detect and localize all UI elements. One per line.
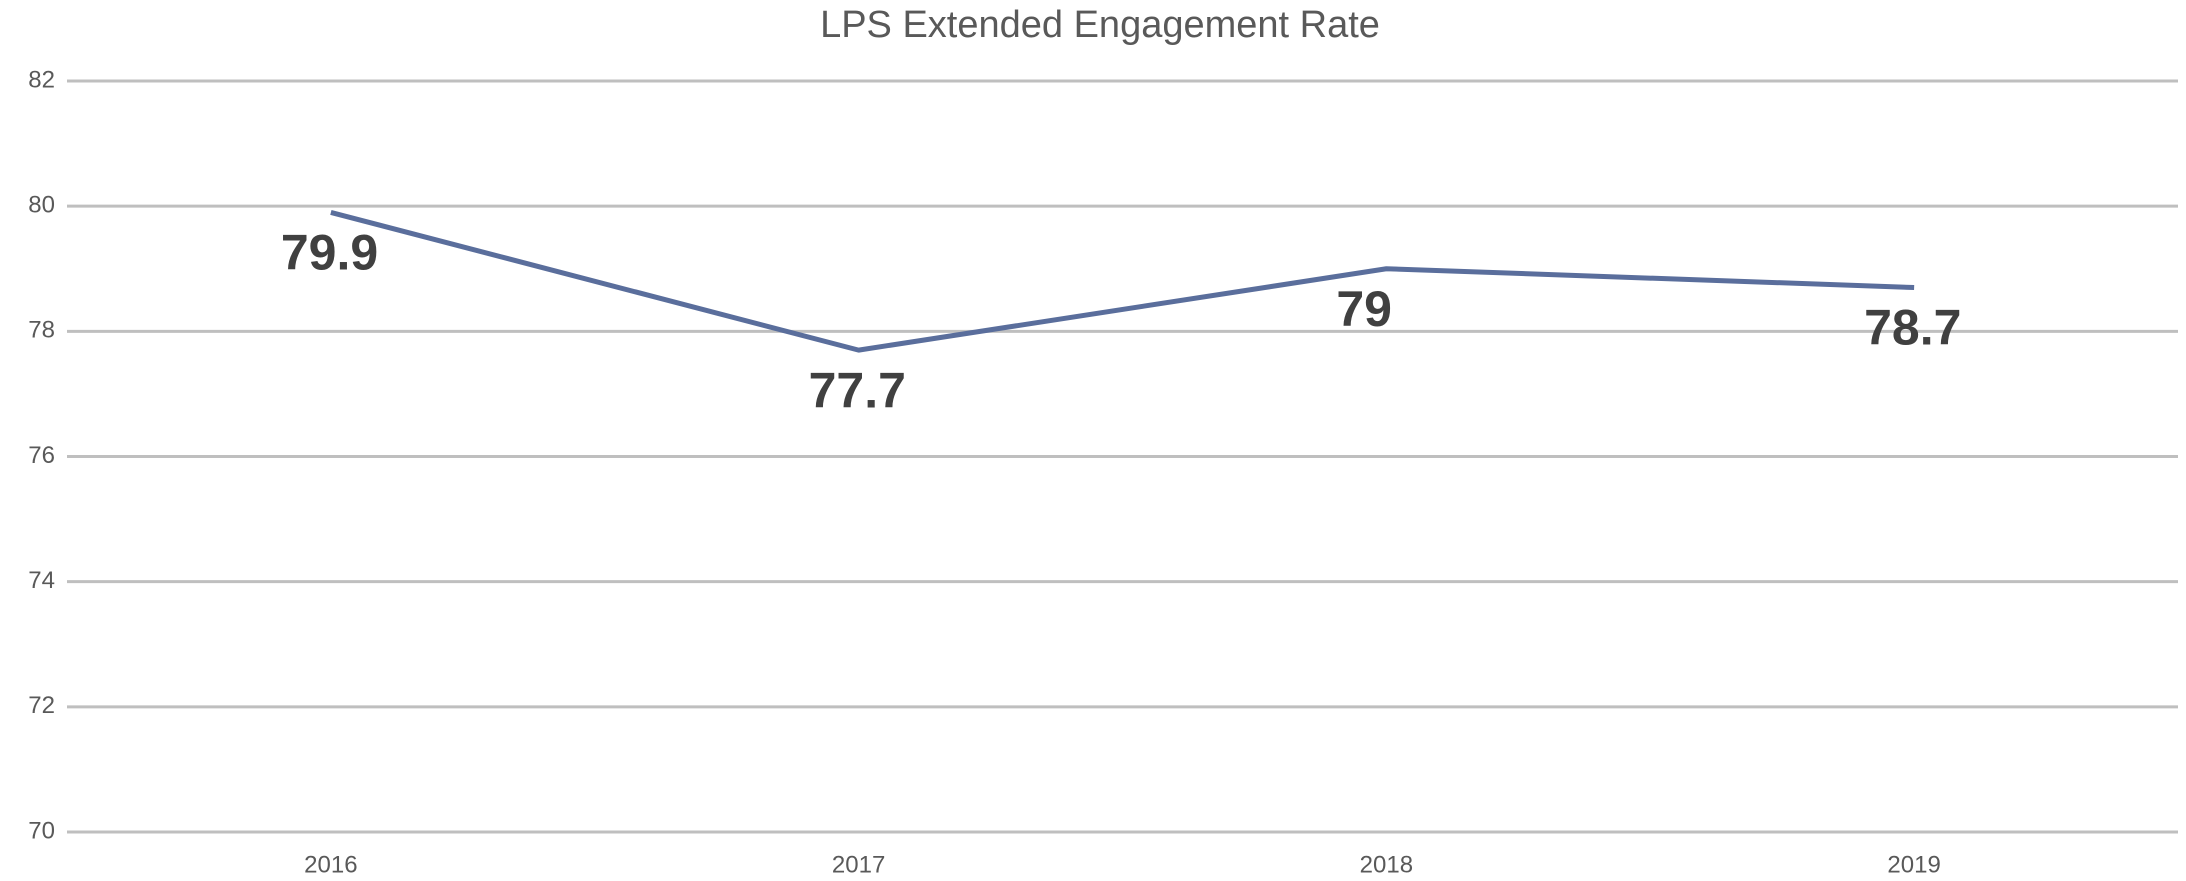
- y-tick-label: 82: [28, 66, 55, 93]
- x-tick-label: 2016: [304, 851, 357, 878]
- data-label: 77.7: [809, 362, 906, 418]
- x-tick-label: 2018: [1360, 851, 1413, 878]
- y-tick-label: 72: [28, 692, 55, 719]
- y-tick-label: 74: [28, 567, 55, 594]
- line: [330, 210, 1915, 353]
- chart-title: LPS Extended Engagement Rate: [820, 4, 1380, 46]
- data-label: 79: [1336, 281, 1392, 337]
- y-tick-label: 80: [28, 192, 55, 219]
- y-tick-label: 70: [28, 817, 55, 844]
- x-tick-label: 2017: [832, 851, 885, 878]
- y-tick-label: 78: [28, 317, 55, 344]
- y-tick-label: 76: [28, 442, 55, 469]
- data-label: 78.7: [1864, 300, 1961, 356]
- x-tick-label: 2019: [1887, 851, 1940, 878]
- data-label: 79.9: [281, 225, 378, 281]
